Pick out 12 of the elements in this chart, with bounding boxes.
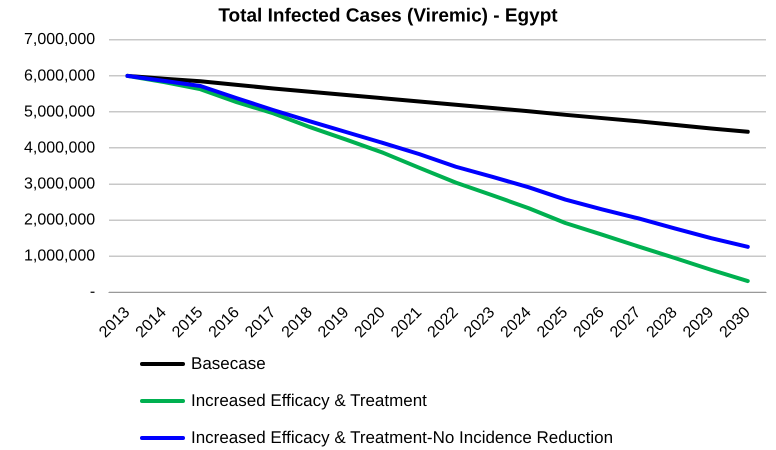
y-tick-label: 7,000,000	[24, 31, 96, 48]
legend-label: Increased Efficacy & Treatment	[191, 390, 427, 410]
y-tick-label: -	[90, 284, 96, 301]
y-tick-label: 2,000,000	[24, 212, 96, 229]
y-tick-label: 5,000,000	[24, 103, 96, 120]
y-tick-label: 3,000,000	[24, 175, 96, 192]
y-tick-label: 4,000,000	[24, 139, 96, 156]
legend-label: Increased Efficacy & Treatment-No Incidence Reduction	[191, 428, 614, 448]
y-tick-label: 1,000,000	[24, 248, 96, 265]
legend-label: Basecase	[191, 354, 266, 374]
y-tick-label: 6,000,000	[24, 67, 96, 84]
chart-title: Total Infected Cases (Viremic) - Egypt	[218, 6, 558, 27]
